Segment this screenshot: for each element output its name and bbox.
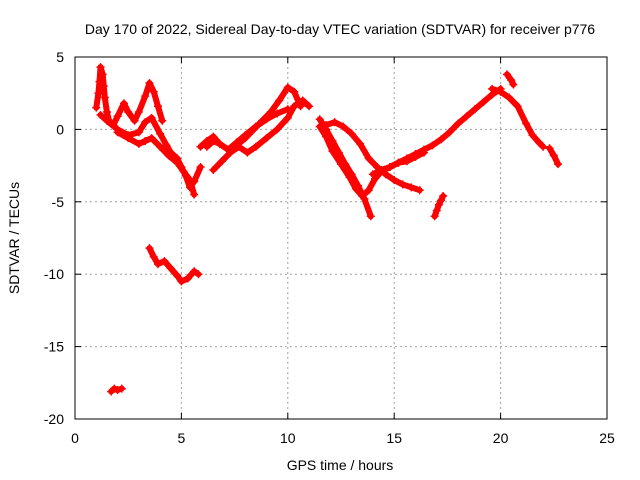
series-arc-14 <box>545 144 563 169</box>
data-point <box>415 186 424 195</box>
series-arc-15 <box>145 244 203 286</box>
chart-title: Day 170 of 2022, Sidereal Day-to-day VTE… <box>85 21 595 37</box>
y-tick-label: -5 <box>52 194 65 210</box>
y-tick-label: -10 <box>44 266 64 282</box>
series-arc-5 <box>209 96 314 174</box>
y-axis-label: SDTVAR / TECUs <box>6 182 22 294</box>
series-arc-11 <box>430 192 448 221</box>
series-arc-16 <box>107 384 126 396</box>
y-tick-label: -20 <box>44 411 64 427</box>
data-point <box>283 105 292 114</box>
series-arc-12 <box>488 84 548 151</box>
data-trace-segment <box>514 103 530 127</box>
y-tick-label: 0 <box>56 121 64 137</box>
data-trace-segment <box>299 97 313 110</box>
x-tick-label: 15 <box>386 430 402 446</box>
x-tick-label: 25 <box>599 430 615 446</box>
plot-frame <box>74 56 608 420</box>
x-tick-label: 0 <box>71 430 79 446</box>
y-tick-label: 5 <box>56 49 64 65</box>
data-point <box>190 190 199 199</box>
series-arc-9 <box>322 118 424 195</box>
data-trace-segment <box>361 195 374 220</box>
x-tick-label: 20 <box>493 430 509 446</box>
data-point <box>366 212 375 221</box>
x-tick-label: 10 <box>280 430 296 446</box>
data-trace-segment <box>191 164 204 185</box>
series-arc-13 <box>502 70 518 89</box>
data-point <box>305 102 314 111</box>
series-arc-6 <box>202 105 292 154</box>
data-points <box>92 63 563 396</box>
x-axis-label: GPS time / hours <box>287 457 394 473</box>
x-tick-label: 5 <box>178 430 186 446</box>
data-point <box>539 142 548 151</box>
data-point <box>196 163 205 172</box>
data-point <box>439 192 448 201</box>
data-point <box>117 384 126 393</box>
data-point <box>509 80 518 89</box>
data-point <box>554 160 563 169</box>
data-point <box>194 270 203 279</box>
y-tick-label: -15 <box>44 339 64 355</box>
data-point <box>158 116 167 125</box>
data-trace-segment <box>148 114 164 137</box>
series-arc-3 <box>113 128 199 199</box>
